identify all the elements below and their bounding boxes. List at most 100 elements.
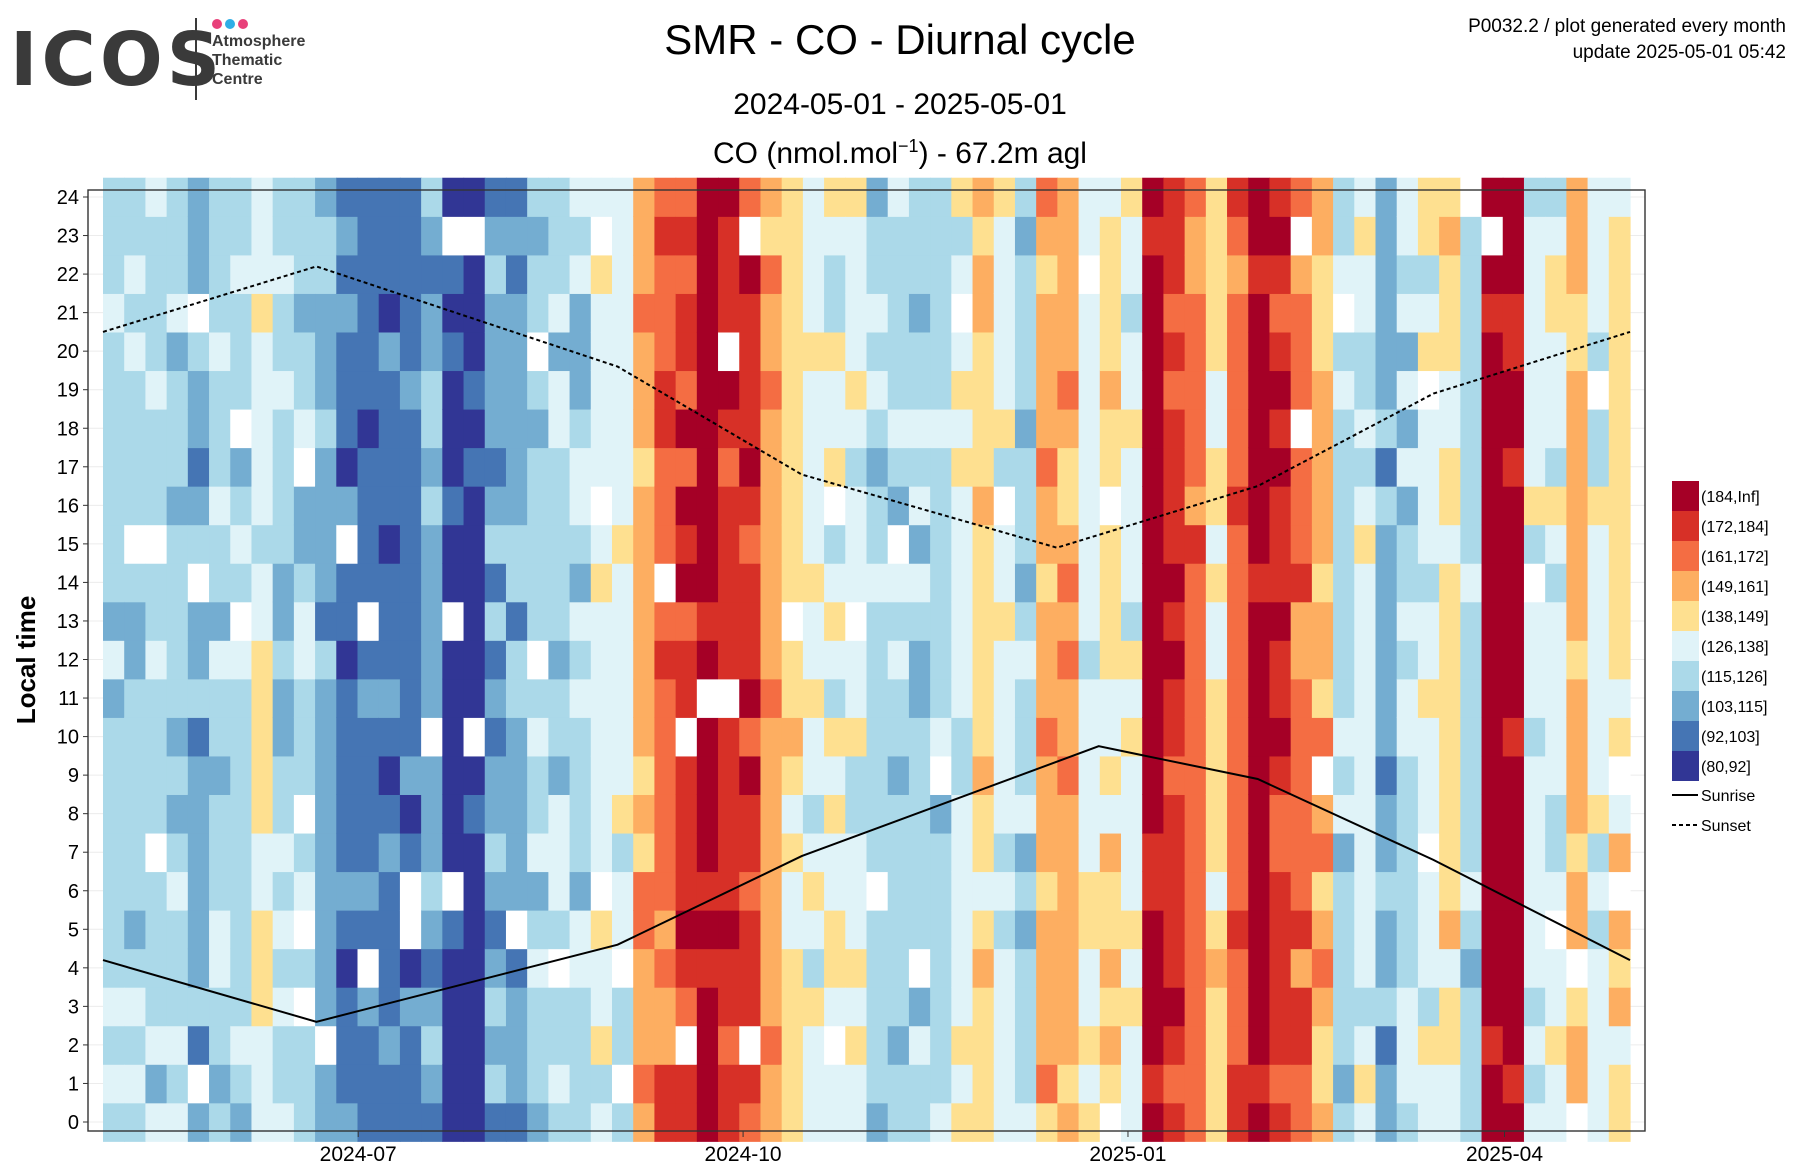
heatmap-cell (845, 408, 868, 449)
heatmap-cell (1417, 331, 1440, 372)
chart-title: SMR - CO - Diurnal cycle (664, 16, 1136, 63)
heatmap-cell (315, 486, 337, 526)
heatmap-cell (930, 408, 952, 449)
heatmap-cell (1205, 910, 1228, 950)
heatmap-cell (675, 524, 698, 564)
heatmap-cell (145, 370, 168, 410)
heatmap-cell (442, 177, 465, 217)
legend-label: (115,126] (1701, 669, 1767, 686)
heatmap-cell (484, 216, 507, 256)
heatmap-cell (124, 563, 147, 603)
heatmap-cell (866, 640, 889, 680)
heatmap-cell (1184, 408, 1207, 449)
heatmap-cell (1036, 1025, 1058, 1065)
heatmap-cell (590, 755, 613, 795)
heatmap-cell (1269, 1064, 1292, 1104)
heatmap-cell (1587, 910, 1610, 950)
heatmap-cell (633, 1064, 656, 1104)
heatmap-cell (1269, 910, 1292, 950)
heatmap-cell (1333, 254, 1355, 294)
heatmap-cell (654, 1102, 677, 1142)
heatmap-cell (845, 871, 868, 911)
heatmap-cell (590, 832, 613, 873)
heatmap-cell (1142, 871, 1165, 911)
heatmap-cell (336, 717, 359, 757)
heatmap-cell (1099, 331, 1122, 372)
heatmap-cell (590, 717, 613, 757)
heatmap-cell (1566, 370, 1589, 410)
heatmap-cell (908, 177, 931, 217)
heatmap-cell (1014, 177, 1037, 217)
heatmap-cell (1608, 370, 1631, 410)
heatmap-cell (887, 601, 910, 641)
heatmap-cell (484, 524, 507, 564)
heatmap-cell (145, 1102, 168, 1142)
heatmap-cell (272, 1064, 295, 1104)
y-tick-label: 21 (57, 303, 79, 325)
heatmap-cell (1014, 717, 1037, 757)
heatmap-cell (1417, 871, 1440, 911)
heatmap-cell (1354, 331, 1377, 372)
heatmap-cell (1057, 948, 1080, 988)
heatmap-cell (845, 486, 868, 526)
heatmap-cell (590, 987, 613, 1027)
heatmap-cell (739, 755, 762, 795)
heatmap-cell (1587, 601, 1610, 641)
heatmap-cell (972, 717, 995, 757)
heatmap-cell (1227, 871, 1249, 911)
heatmap-cell (1205, 948, 1228, 988)
heatmap-cell (1460, 987, 1483, 1027)
heatmap-cell (1354, 987, 1377, 1027)
heatmap-cell (230, 370, 253, 410)
heatmap-cell (336, 640, 359, 680)
heatmap-cell (1481, 216, 1504, 256)
heatmap-cell (505, 987, 528, 1027)
heatmap-cell (1184, 640, 1207, 680)
heatmap-cell (209, 486, 231, 526)
heatmap-cell (590, 486, 613, 526)
heatmap-cell (1608, 717, 1631, 757)
heatmap-cell (781, 408, 804, 449)
heatmap-cell (124, 1102, 147, 1142)
heatmap-cell (357, 601, 380, 641)
heatmap-cell (908, 678, 931, 718)
heatmap-cell (1121, 370, 1143, 410)
heatmap-cell (1396, 910, 1419, 950)
plot-id: P0032.2 / plot generated every month (1468, 16, 1786, 37)
heatmap-cell (781, 871, 804, 911)
heatmap-cell (272, 640, 295, 680)
heatmap-cell (866, 370, 889, 410)
heatmap-cell (951, 640, 974, 680)
heatmap-cell (760, 408, 783, 449)
heatmap-cell (1523, 755, 1546, 795)
heatmap-cell (230, 1102, 253, 1142)
heatmap-cell (802, 1102, 825, 1142)
heatmap-cell (1290, 293, 1313, 333)
heatmap-cell (739, 1025, 762, 1065)
heatmap-cell (209, 331, 231, 372)
heatmap-cell (1608, 1102, 1631, 1142)
heatmap-cell (1078, 524, 1101, 564)
heatmap-cell (1396, 832, 1419, 873)
heatmap-cell (951, 524, 974, 564)
heatmap-cell (845, 216, 868, 256)
heatmap-cell (866, 408, 889, 449)
heatmap-cell (103, 1064, 125, 1104)
heatmap-cell (1311, 177, 1334, 217)
heatmap-cell (1311, 987, 1334, 1027)
heatmap-cell (781, 755, 804, 795)
heatmap-cell (1396, 1064, 1419, 1104)
heatmap-cell (1460, 755, 1483, 795)
heatmap-cell (1333, 177, 1355, 217)
heatmap-cell (887, 447, 910, 487)
heatmap-cell (463, 832, 486, 873)
heatmap-cell (569, 1025, 592, 1065)
heatmap-cell (824, 254, 846, 294)
heatmap-cell (1269, 408, 1292, 449)
heatmap-cell (633, 254, 656, 294)
heatmap-cell (463, 987, 486, 1027)
heatmap-cell (1396, 216, 1419, 256)
heatmap-cell (612, 486, 634, 526)
heatmap-cell (1396, 1025, 1419, 1065)
heatmap-cell (1057, 177, 1080, 217)
